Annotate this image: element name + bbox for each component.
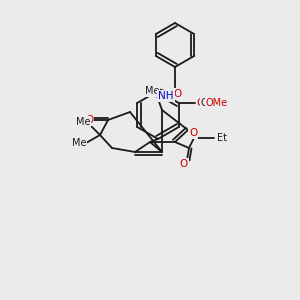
Text: Me: Me [76,117,90,127]
Text: O: O [180,159,188,169]
Text: O: O [173,89,181,99]
Text: CH₃: CH₃ [201,98,219,108]
Text: O: O [85,115,93,125]
Text: Et: Et [217,133,227,143]
Text: O: O [189,128,197,138]
Text: O: O [197,98,205,108]
Text: NH: NH [158,91,174,101]
Text: Me: Me [72,138,86,148]
Text: Me: Me [145,86,159,96]
Text: OMe: OMe [206,98,228,108]
